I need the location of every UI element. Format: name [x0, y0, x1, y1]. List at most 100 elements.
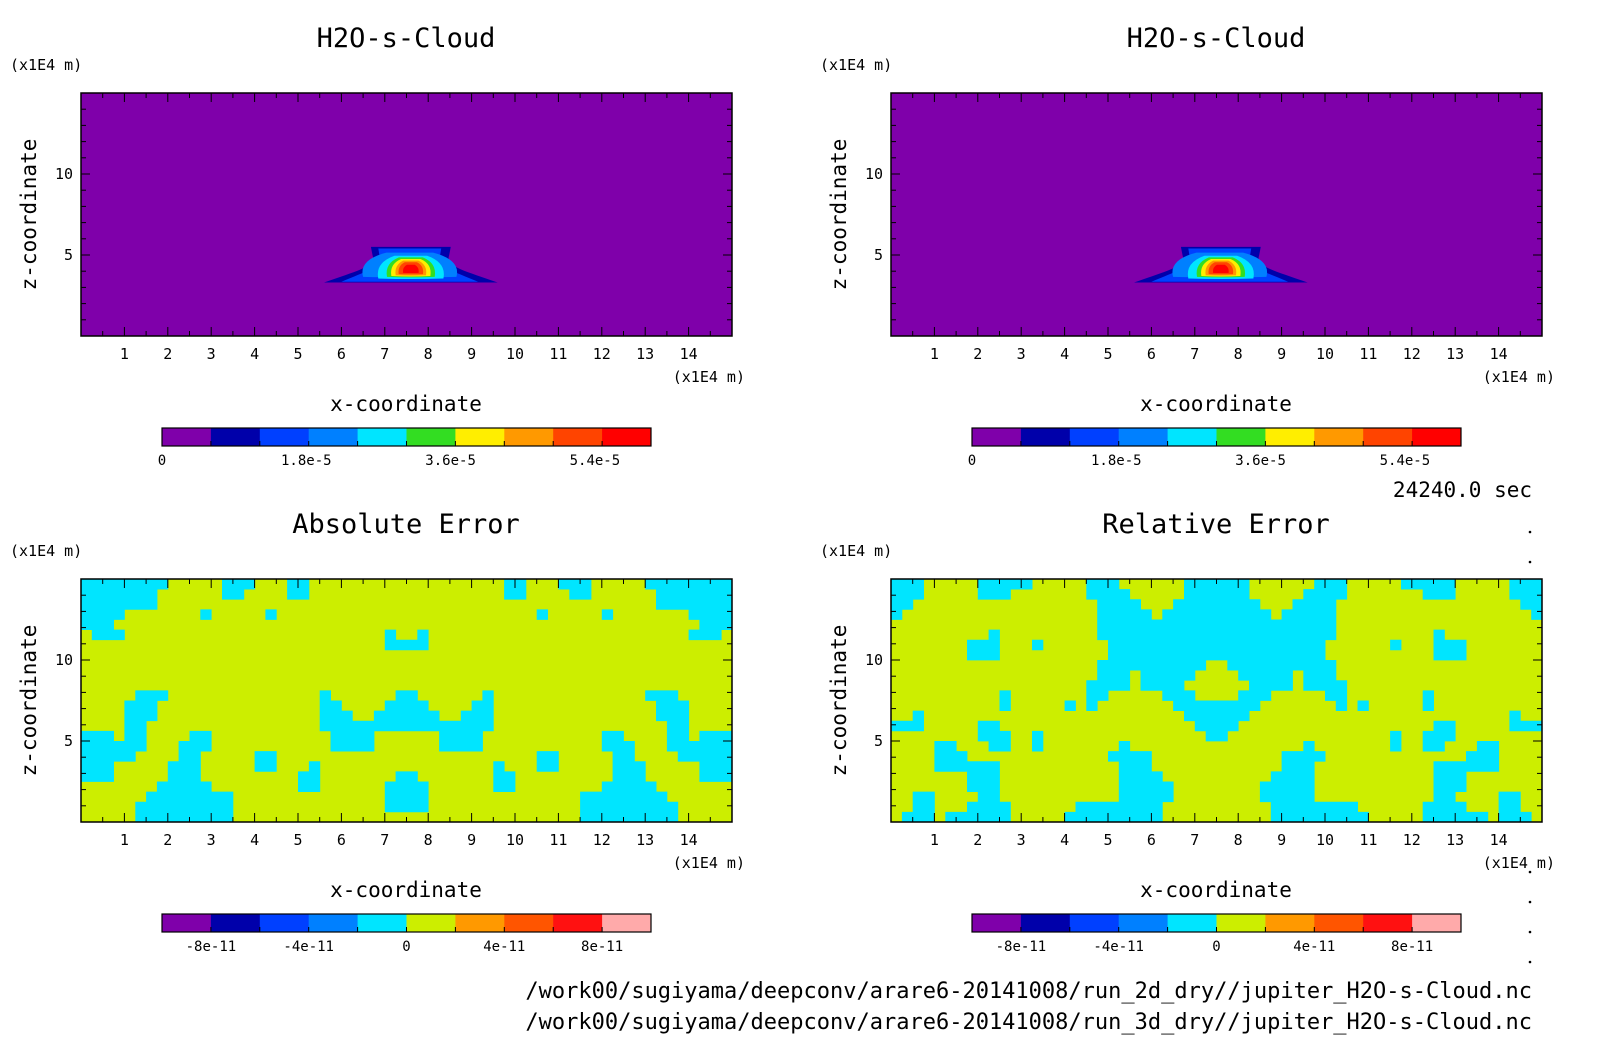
- colorbar-tick-label: 1.8e-5: [1091, 453, 1142, 469]
- x-tick-label: 12: [1403, 831, 1421, 849]
- x-tick-label: 11: [549, 831, 567, 849]
- colorbar-segment: [1265, 428, 1315, 446]
- y-tick-label: 10: [865, 651, 883, 669]
- x-tick-label: 10: [1316, 345, 1334, 363]
- y-tick-label: 10: [55, 165, 73, 183]
- x-tick-label: 12: [593, 831, 611, 849]
- colorbar-segment: [162, 914, 212, 932]
- heatmap-field: [891, 579, 1543, 823]
- x-tick-label: 7: [1190, 831, 1199, 849]
- y-axis: 5 10: [865, 92, 1542, 337]
- footer-path-2: /work00/sugiyama/deepconv/arare6-2014100…: [525, 1010, 1532, 1035]
- colorbar-segment: [1412, 428, 1462, 446]
- colorbar-tick-label: -8e-11: [996, 939, 1047, 955]
- colorbar-segment: [406, 914, 456, 932]
- x-unit-label: (x1E4 m): [673, 854, 745, 872]
- colorbar: 0 1.8e-5 3.6e-5 5.4e-5: [968, 427, 1462, 469]
- x-tick-label: 11: [1359, 831, 1377, 849]
- x-tick-label: 10: [506, 831, 524, 849]
- x-axis-label: x-coordinate: [330, 878, 482, 902]
- colorbar-segment: [1020, 428, 1071, 446]
- colorbar-segment: [553, 428, 603, 446]
- colorbar: -8e-11 -4e-11 0 4e-11 8e-11: [971, 913, 1462, 955]
- colorbar-segment: [602, 914, 652, 932]
- x-tick-label: 3: [207, 831, 216, 849]
- heatmap-field: [81, 93, 732, 336]
- x-tick-label: 7: [1190, 345, 1199, 363]
- x-tick-label: 1: [120, 345, 129, 363]
- colorbar-tick-label: -4e-11: [283, 939, 334, 955]
- x-unit-label: (x1E4 m): [673, 368, 745, 386]
- y-tick-label: 10: [55, 651, 73, 669]
- colorbar-segment: [406, 428, 456, 446]
- x-tick-label: 4: [250, 345, 259, 363]
- x-tick-label: 5: [293, 345, 302, 363]
- colorbar-segment: [308, 914, 359, 932]
- x-tick-label: 3: [1017, 831, 1026, 849]
- colorbar-tick-label: 1.8e-5: [281, 453, 332, 469]
- footer-path-1: /work00/sugiyama/deepconv/arare6-2014100…: [525, 979, 1532, 1004]
- x-tick-label: 2: [973, 831, 982, 849]
- y-tick-label: 5: [874, 732, 883, 750]
- colorbar-tick-label: 0: [968, 453, 976, 469]
- x-tick-label: 14: [1490, 345, 1508, 363]
- colorbar-segment: [972, 914, 1022, 932]
- x-tick-label: 13: [636, 831, 654, 849]
- colorbar-segment: [357, 914, 407, 932]
- x-tick-label: 7: [380, 831, 389, 849]
- x-tick-label: 11: [549, 345, 567, 363]
- colorbar-segment: [602, 428, 652, 446]
- x-tick-label: 9: [1277, 345, 1286, 363]
- x-tick-label: 10: [1316, 831, 1334, 849]
- colorbar-tick-label: 3.6e-5: [425, 453, 476, 469]
- colorbar-segment: [504, 428, 554, 446]
- x-tick-label: 2: [973, 345, 982, 363]
- x-tick-label: 14: [1490, 831, 1508, 849]
- x-tick-label: 6: [337, 345, 346, 363]
- x-tick-label: 6: [1147, 831, 1156, 849]
- y-axis-label: z-coordinate: [827, 625, 851, 777]
- colorbar-tick-label: 8e-11: [1391, 939, 1433, 955]
- colorbar-segment: [210, 914, 261, 932]
- colorbar-tick-label: -4e-11: [1093, 939, 1144, 955]
- x-tick-label: 2: [163, 345, 172, 363]
- x-tick-label: 8: [1234, 831, 1243, 849]
- colorbar-segment: [1314, 914, 1364, 932]
- colorbar-segment: [1069, 428, 1120, 446]
- x-tick-label: 2: [163, 831, 172, 849]
- heatmap-field: [81, 579, 733, 823]
- x-tick-label: 14: [680, 345, 698, 363]
- x-tick-label: 6: [1147, 345, 1156, 363]
- panel-title: H2O-s-Cloud: [317, 23, 496, 54]
- panel-title: Absolute Error: [292, 509, 520, 540]
- y-tick-label: 5: [874, 246, 883, 264]
- cloud-contour-9: [1212, 264, 1229, 274]
- colorbar-segment: [1412, 914, 1462, 932]
- x-tick-label: 7: [380, 345, 389, 363]
- x-axis-label: x-coordinate: [330, 392, 482, 416]
- x-tick-label: 5: [293, 831, 302, 849]
- colorbar-segment: [1069, 914, 1120, 932]
- colorbar-segment: [1167, 914, 1217, 932]
- x-tick-label: 1: [930, 831, 939, 849]
- panel-title: H2O-s-Cloud: [1127, 23, 1306, 54]
- x-tick-label: 3: [207, 345, 216, 363]
- x-axis: 1 2 3 4 5 6 7 8 9 10 11 12 13 14: [80, 93, 733, 363]
- colorbar-segment: [1118, 428, 1169, 446]
- x-axis: 1 2 3 4 5 6 7 8 9 10 11 12 13 14: [890, 93, 1543, 363]
- colorbar-tick-label: 4e-11: [483, 939, 525, 955]
- y-axis: 5 10: [55, 92, 732, 337]
- x-tick-label: 13: [636, 345, 654, 363]
- y-tick-label: 5: [64, 246, 73, 264]
- colorbar-segment: [1118, 914, 1169, 932]
- colorbar-tick-label: 5.4e-5: [570, 453, 621, 469]
- colorbar-tick-label: 8e-11: [581, 939, 623, 955]
- x-tick-label: 8: [424, 831, 433, 849]
- x-tick-label: 4: [1060, 345, 1069, 363]
- x-tick-label: 9: [1277, 831, 1286, 849]
- y-unit-label: (x1E4 m): [820, 542, 892, 560]
